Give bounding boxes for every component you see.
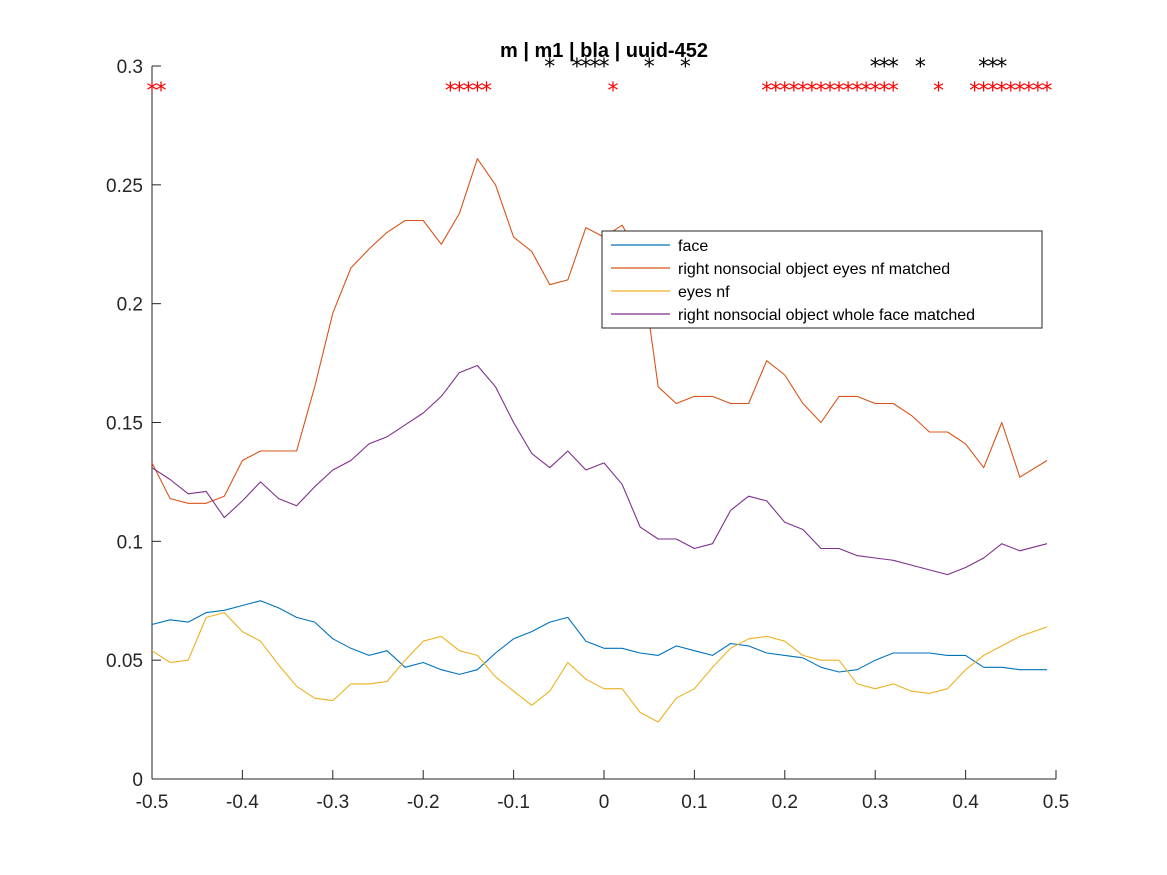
axes: -0.5 -0.4 -0.3 -0.2 -0.1 0 0.1 0.2 0.3 0.4 0.5 0 0.0… bbox=[106, 57, 1069, 813]
significance-markers: * **** * * *** * ***** ***** * *************** * **… bbox=[147, 55, 1053, 104]
y-tick-label: 0.15 bbox=[106, 414, 143, 435]
legend-label: face bbox=[678, 238, 708, 255]
marker-star: * bbox=[978, 55, 989, 80]
marker-star: * bbox=[445, 79, 456, 104]
marker-star: * bbox=[996, 55, 1007, 80]
marker-star: * bbox=[1023, 79, 1034, 104]
marker-star: * bbox=[879, 79, 890, 104]
marker-star: * bbox=[825, 79, 836, 104]
series-line-4 bbox=[151, 364, 1048, 576]
marker-star: * bbox=[870, 79, 881, 104]
x-tick-label: -0.3 bbox=[316, 792, 349, 813]
marker-star: * bbox=[788, 79, 799, 104]
x-tick-label: -0.4 bbox=[226, 792, 259, 813]
marker-star: * bbox=[888, 55, 899, 80]
marker-star: * bbox=[861, 79, 872, 104]
x-tick-label: 0.4 bbox=[952, 792, 979, 813]
legend-label: right nonsocial object eyes nf matched bbox=[678, 261, 950, 278]
y-tick-label: 0.2 bbox=[117, 295, 143, 316]
marker-star: * bbox=[1014, 79, 1025, 104]
marker-star: * bbox=[843, 79, 854, 104]
marker-star: * bbox=[454, 79, 465, 104]
series-group bbox=[151, 158, 1048, 723]
marker-star: * bbox=[879, 55, 890, 80]
marker-star: * bbox=[933, 79, 944, 104]
y-tick-label: 0.3 bbox=[117, 57, 143, 78]
marker-star: * bbox=[761, 79, 772, 104]
marker-star: * bbox=[571, 55, 582, 80]
x-tick-label: 0 bbox=[599, 792, 610, 813]
marker-star: * bbox=[156, 79, 167, 104]
marker-star: * bbox=[987, 55, 998, 80]
y-tick-label: 0.1 bbox=[117, 532, 143, 553]
marker-star: * bbox=[806, 79, 817, 104]
legend-label: right nonsocial object whole face matche… bbox=[678, 307, 975, 324]
marker-star: * bbox=[599, 55, 610, 80]
marker-star: * bbox=[978, 79, 989, 104]
marker-star: * bbox=[544, 55, 555, 80]
marker-star: * bbox=[580, 55, 591, 80]
x-tick-label: 0.3 bbox=[862, 792, 888, 813]
x-tick-label: -0.5 bbox=[136, 792, 169, 813]
marker-star: * bbox=[870, 55, 881, 80]
marker-star: * bbox=[1032, 79, 1043, 104]
series-line-3 bbox=[151, 612, 1048, 723]
x-tick-label: 0.1 bbox=[681, 792, 707, 813]
marker-star: * bbox=[481, 79, 492, 104]
series-line-2 bbox=[151, 158, 1048, 504]
marker-star: * bbox=[463, 79, 474, 104]
marker-star: * bbox=[779, 79, 790, 104]
marker-star: * bbox=[987, 79, 998, 104]
marker-star: * bbox=[147, 79, 158, 104]
marker-star: * bbox=[680, 55, 691, 80]
x-tick-label: 0.2 bbox=[772, 792, 798, 813]
marker-star: * bbox=[1005, 79, 1016, 104]
y-tick-label: 0.25 bbox=[106, 176, 143, 197]
x-tick-label: 0.5 bbox=[1043, 792, 1069, 813]
marker-star: * bbox=[644, 55, 655, 80]
legend: face right nonsocial object eyes nf match… bbox=[601, 230, 1043, 329]
marker-star: * bbox=[915, 55, 926, 80]
marker-star: * bbox=[770, 79, 781, 104]
x-tick-label: -0.1 bbox=[497, 792, 530, 813]
marker-star: * bbox=[888, 79, 899, 104]
marker-star: * bbox=[472, 79, 483, 104]
chart-title: m | m1 | bla | uuid-452 bbox=[500, 40, 708, 62]
marker-star: * bbox=[852, 79, 863, 104]
series-line-1 bbox=[151, 600, 1047, 675]
marker-star: * bbox=[815, 79, 826, 104]
marker-star: * bbox=[797, 79, 808, 104]
marker-star: * bbox=[834, 79, 845, 104]
y-tick-label: 0 bbox=[132, 770, 143, 791]
legend-label: eyes nf bbox=[678, 284, 730, 301]
x-tick-label: -0.2 bbox=[407, 792, 440, 813]
marker-star: * bbox=[996, 79, 1007, 104]
y-tick-label: 0.05 bbox=[106, 651, 143, 672]
marker-star: * bbox=[608, 79, 619, 104]
marker-star: * bbox=[969, 79, 980, 104]
legend-box bbox=[601, 230, 1043, 329]
marker-star: * bbox=[1041, 79, 1052, 104]
marker-star: * bbox=[589, 55, 600, 80]
